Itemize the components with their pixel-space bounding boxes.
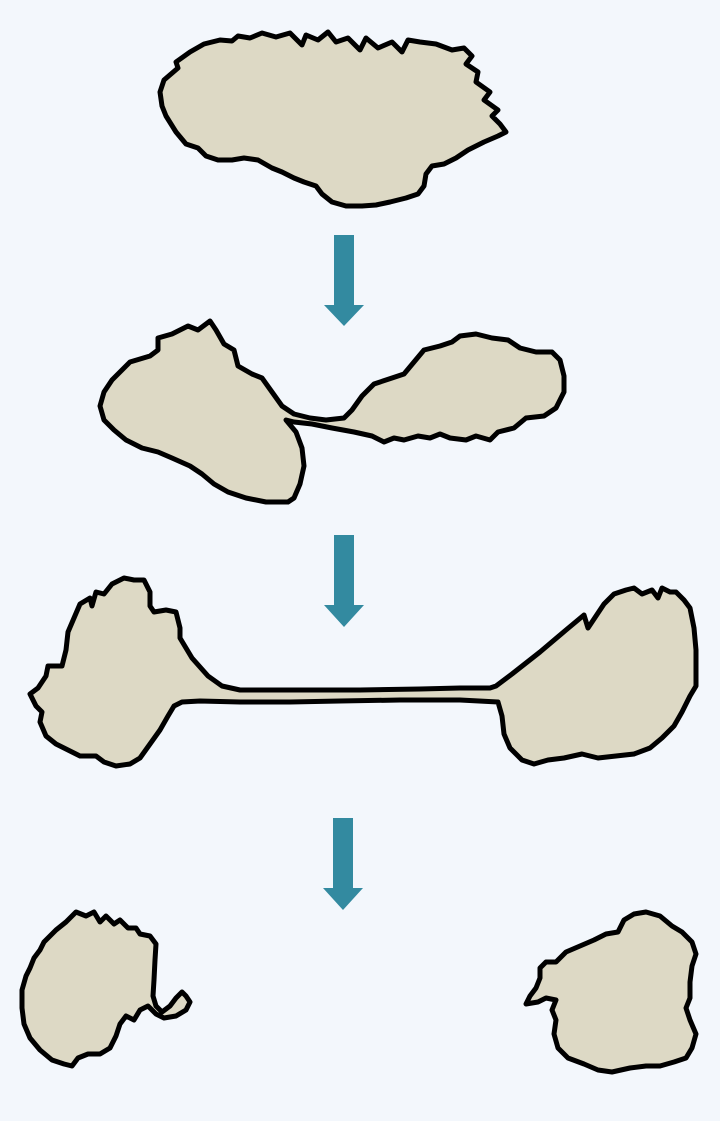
- right-daughter-cell: [523, 909, 699, 1075]
- stage-single-cell: [157, 29, 509, 209]
- cell-blob: [97, 318, 567, 505]
- arrow-2: [324, 535, 364, 627]
- left-daughter-cell: [19, 909, 193, 1069]
- cell-blob: [27, 575, 699, 769]
- cell-blob: [157, 29, 509, 209]
- stage-separated-cells: [19, 909, 699, 1075]
- arrow-3: [323, 818, 363, 910]
- down-arrow-icon: [324, 235, 364, 326]
- stage-stretched-cell: [27, 575, 699, 769]
- stage-splitting-cell: [97, 318, 567, 505]
- down-arrow-icon: [324, 535, 364, 627]
- arrow-1: [324, 235, 364, 326]
- down-arrow-icon: [323, 818, 363, 910]
